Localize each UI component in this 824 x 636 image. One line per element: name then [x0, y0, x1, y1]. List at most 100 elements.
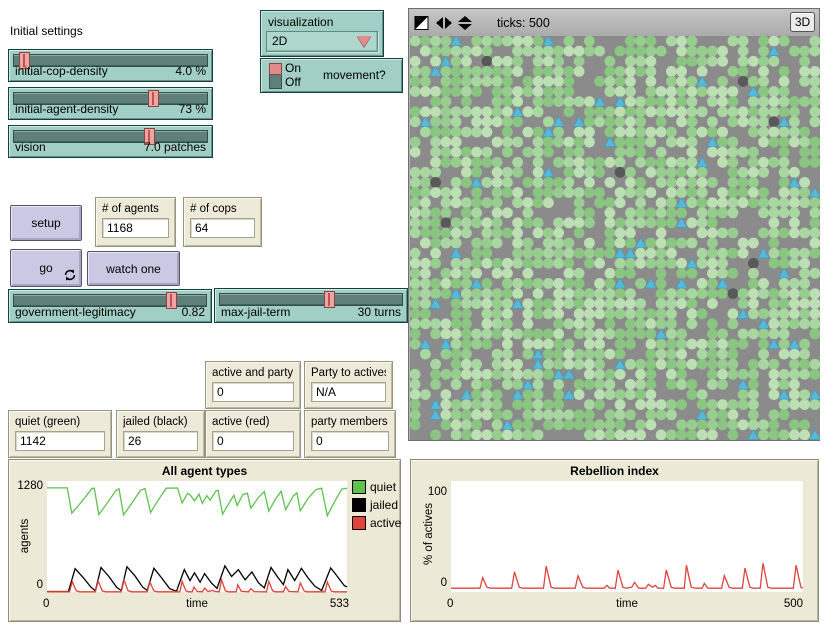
watch-one-button-label: watch one — [106, 261, 161, 276]
y-axis-max-tick: 100 — [427, 486, 447, 498]
monitor-value: 26 — [123, 431, 198, 451]
y-axis-label: agents — [19, 518, 31, 554]
view-vertical-resize-icon[interactable] — [458, 15, 475, 30]
chooser-value-box[interactable]: 2D — [266, 31, 378, 52]
switch-on-label: On — [285, 61, 302, 75]
view-header: ticks: 500 3D — [409, 9, 819, 36]
monitor-label: active (red) — [212, 416, 270, 428]
slider-max-jail-term[interactable]: max-jail-term 30 turns — [214, 288, 408, 323]
slider-handle[interactable] — [18, 52, 30, 69]
monitor-label: # of agents — [102, 203, 159, 215]
slider-initial-agent-density[interactable]: initial-agent-density 73 % — [8, 87, 213, 120]
slider-label: vision — [15, 140, 46, 154]
plot-canvas — [47, 481, 348, 593]
x-axis-max-tick: 500 — [783, 598, 803, 610]
legend-swatch-jailed — [352, 498, 366, 512]
monitor-party-to-actives: Party to actives N/A — [304, 361, 393, 409]
x-axis-label: time — [186, 598, 208, 610]
monitor-label: Party to actives — [311, 367, 386, 379]
monitor-value: 64 — [190, 218, 255, 238]
monitor-label: jailed (black) — [123, 416, 188, 428]
slider-track[interactable] — [13, 90, 208, 107]
go-button-label: go — [39, 261, 53, 275]
monitor-label: quiet (green) — [15, 416, 81, 428]
slider-handle[interactable] — [166, 292, 178, 309]
slider-government-legitimacy[interactable]: government-legitimacy 0.82 — [8, 289, 212, 323]
slider-value: 73 % — [178, 102, 206, 116]
slider-handle[interactable] — [144, 128, 156, 145]
monitor-party-members: party members 0 — [304, 410, 396, 458]
slider-label: government-legitimacy — [15, 305, 136, 319]
monitor-active-and-party: active and party 0 — [205, 361, 301, 409]
x-axis-min-tick: 0 — [43, 598, 50, 610]
y-axis-label: % of actives — [423, 503, 435, 565]
3d-button[interactable]: 3D — [790, 12, 815, 32]
monitor-jailed: jailed (black) 26 — [116, 410, 205, 458]
slider-handle[interactable] — [324, 291, 336, 308]
plot-title: All agent types — [161, 464, 248, 478]
plot-canvas — [451, 481, 804, 592]
switch-name: movement? — [323, 68, 386, 82]
movement-switch[interactable]: On Off movement? — [260, 58, 403, 93]
slider-vision[interactable]: vision 7.0 patches — [8, 125, 213, 158]
plot-title: Rebellion index — [570, 464, 659, 478]
monitor-label: active and party — [212, 367, 294, 379]
monitor-label: # of cops — [190, 203, 237, 215]
forever-icon — [64, 269, 76, 281]
y-axis-min-tick: 0 — [440, 577, 447, 589]
monitor-num-agents: # of agents 1168 — [95, 197, 176, 247]
setup-button[interactable]: setup — [10, 205, 82, 241]
slider-value: 30 turns — [357, 305, 401, 319]
monitor-value: 0 — [212, 431, 294, 451]
slider-value: 0.82 — [181, 305, 205, 319]
legend-label: active — [370, 516, 402, 530]
initial-settings-label: Initial settings — [10, 24, 83, 38]
slider-handle[interactable] — [147, 90, 159, 107]
world-view-window: ticks: 500 3D — [408, 8, 820, 441]
chooser-selected-value: 2D — [272, 34, 288, 48]
y-axis-max-tick: 1280 — [17, 480, 43, 492]
slider-value: 4.0 % — [175, 64, 206, 78]
dropdown-arrow-icon — [357, 36, 371, 47]
slider-initial-cop-density[interactable]: initial-cop-density 4.0 % — [8, 49, 213, 82]
plot-legend: quiet jailed active — [352, 480, 401, 530]
legend-swatch-quiet — [352, 480, 366, 494]
slider-value: 7.0 patches — [143, 140, 206, 154]
slider-track[interactable] — [13, 128, 208, 145]
slider-label: max-jail-term — [221, 305, 291, 319]
legend-item-quiet: quiet — [352, 480, 401, 494]
monitor-active: active (red) 0 — [205, 410, 301, 458]
x-axis-min-tick: 0 — [447, 598, 454, 610]
x-axis-max-tick: 533 — [329, 598, 349, 610]
legend-swatch-active — [352, 516, 366, 530]
view-corner-resize-icon[interactable] — [414, 15, 431, 30]
visualization-chooser[interactable]: visualization 2D — [260, 10, 384, 57]
monitor-value: 1168 — [102, 218, 169, 238]
legend-item-active: active — [352, 516, 401, 530]
switch-handle[interactable] — [269, 63, 282, 75]
ticks-counter: ticks: 500 — [497, 15, 550, 30]
view-horizontal-resize-icon[interactable] — [436, 16, 453, 30]
monitor-value: N/A — [311, 382, 386, 402]
y-axis-min-tick: 0 — [36, 579, 43, 591]
chooser-label: visualization — [268, 15, 334, 29]
monitor-value: 0 — [311, 431, 389, 451]
slider-label: initial-agent-density — [15, 102, 119, 116]
watch-one-button[interactable]: watch one — [87, 251, 180, 286]
legend-label: quiet — [370, 480, 397, 494]
switch-off-label: Off — [285, 75, 301, 89]
legend-label: jailed — [370, 498, 399, 512]
slider-track[interactable] — [219, 291, 403, 308]
world-canvas[interactable] — [410, 36, 820, 440]
switch-track[interactable] — [269, 63, 282, 89]
plot-rebellion-index: Rebellion index 100 0 % of actives 0 500… — [410, 459, 819, 622]
monitor-label: party members — [311, 416, 388, 428]
legend-item-jailed: jailed — [352, 498, 401, 512]
go-button[interactable]: go — [10, 249, 82, 287]
monitor-value: 1142 — [15, 431, 105, 451]
slider-track[interactable] — [13, 52, 208, 69]
monitor-num-cops: # of cops 64 — [183, 197, 262, 247]
plot-all-agent-types: All agent types 1280 0 agents 0 533 time… — [8, 459, 401, 622]
x-axis-label: time — [616, 598, 638, 610]
slider-track[interactable] — [13, 292, 207, 309]
